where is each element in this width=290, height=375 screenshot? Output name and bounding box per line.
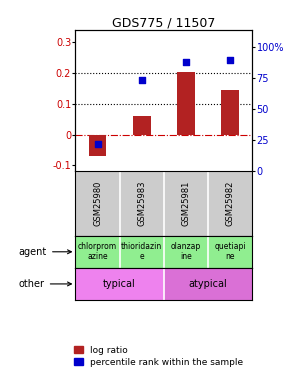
Text: GSM25983: GSM25983 <box>137 181 146 226</box>
Text: other: other <box>19 279 71 289</box>
Bar <box>75 268 164 300</box>
Text: chlorprom
azine: chlorprom azine <box>78 242 117 261</box>
Point <box>228 57 233 63</box>
Text: GSM25982: GSM25982 <box>226 181 235 226</box>
Text: atypical: atypical <box>189 279 227 289</box>
Text: agent: agent <box>19 247 71 257</box>
Text: GSM25981: GSM25981 <box>182 181 191 226</box>
Text: olanzap
ine: olanzap ine <box>171 242 201 261</box>
Text: thioridazin
e: thioridazin e <box>121 242 162 261</box>
Bar <box>89 135 106 156</box>
Bar <box>177 72 195 135</box>
Text: quetiapi
ne: quetiapi ne <box>214 242 246 261</box>
Bar <box>221 90 239 135</box>
Text: typical: typical <box>103 279 136 289</box>
Legend: log ratio, percentile rank within the sample: log ratio, percentile rank within the sa… <box>74 346 244 367</box>
Bar <box>164 268 252 300</box>
Point <box>184 58 188 64</box>
Title: GDS775 / 11507: GDS775 / 11507 <box>112 17 215 30</box>
Point <box>95 141 100 147</box>
Point <box>139 77 144 83</box>
Text: GSM25980: GSM25980 <box>93 181 102 226</box>
Bar <box>133 116 151 135</box>
